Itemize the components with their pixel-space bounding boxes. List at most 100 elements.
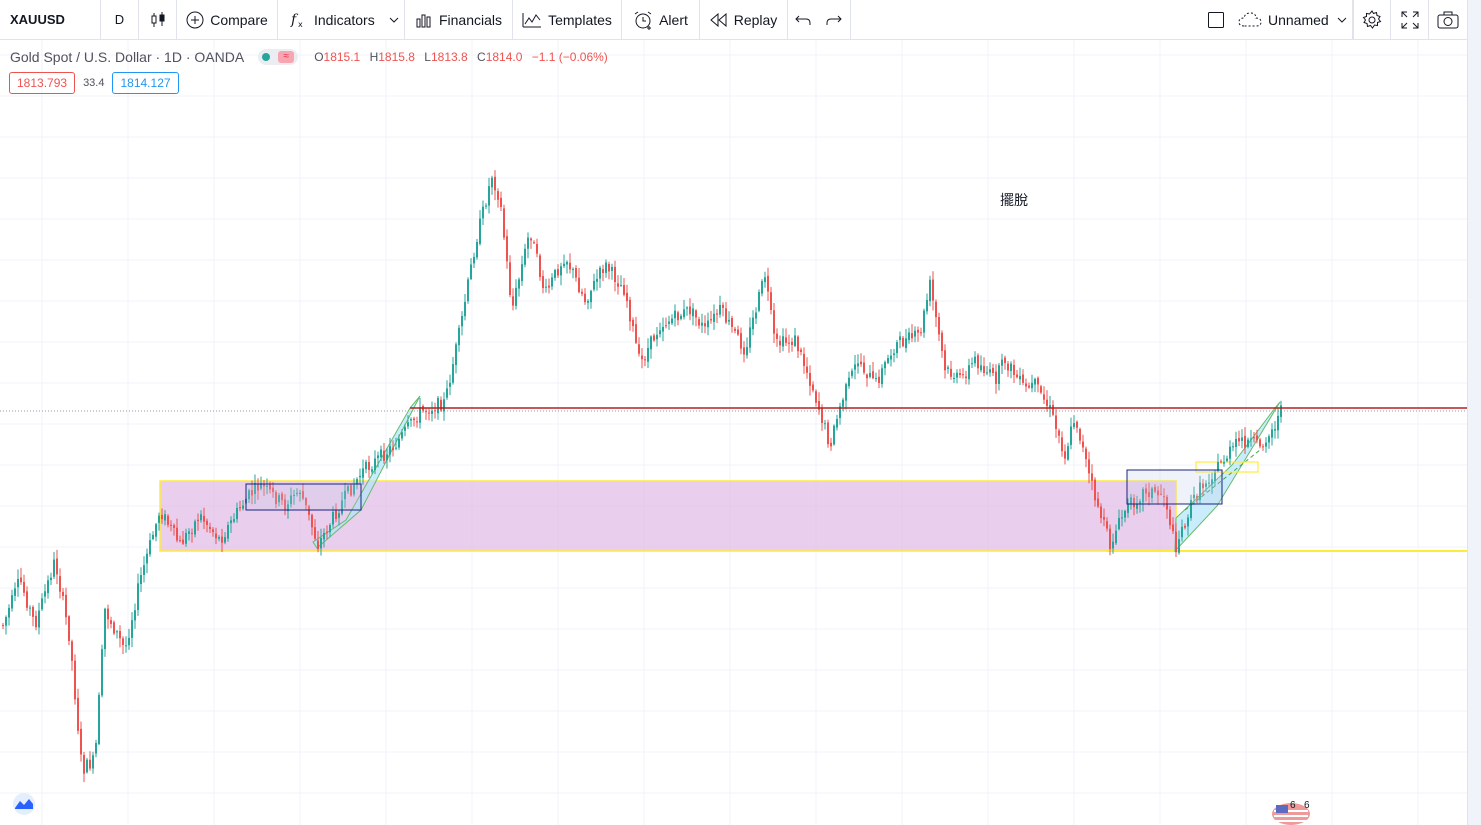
interval-button[interactable]: D	[101, 0, 139, 39]
svg-text:x: x	[298, 20, 303, 29]
candle-body	[221, 536, 223, 543]
candle-body	[1259, 439, 1261, 447]
buy-price-button[interactable]: 1814.127	[112, 72, 179, 94]
candle-body	[1256, 435, 1258, 441]
candle-body	[860, 361, 862, 365]
candle-body	[1106, 521, 1108, 529]
redo-button[interactable]	[818, 0, 851, 39]
candle-body	[1160, 493, 1162, 495]
undo-button[interactable]	[788, 0, 818, 39]
chart-type-button[interactable]	[139, 0, 177, 39]
fullscreen-button[interactable]	[1391, 0, 1429, 39]
interval-label: D	[114, 12, 125, 27]
market-open-dot-icon	[262, 53, 271, 61]
candle-body	[86, 759, 88, 773]
candle-body	[725, 308, 727, 323]
candle-body	[1007, 363, 1009, 371]
candle-body	[875, 378, 877, 380]
layout-select-button[interactable]	[1198, 0, 1234, 39]
replay-button[interactable]: Replay	[700, 0, 788, 39]
candle-body	[719, 304, 721, 315]
candle-body	[515, 287, 517, 306]
candle-body	[1019, 375, 1021, 380]
candle-body	[794, 335, 796, 346]
consolidation-box-left	[245, 483, 362, 511]
candle-body	[122, 638, 124, 645]
candle-body	[134, 610, 136, 621]
candle-body	[32, 607, 34, 617]
candle-body	[503, 208, 505, 238]
candle-body	[869, 373, 871, 377]
candle-body	[218, 537, 220, 539]
candle-body	[1064, 451, 1066, 459]
candle-body	[1148, 492, 1150, 497]
candle-body	[1265, 442, 1267, 447]
candle-body	[689, 306, 691, 315]
save-layout-button[interactable]: Unnamed	[1234, 0, 1353, 39]
candle-body	[317, 540, 319, 550]
candle-body	[1022, 374, 1024, 383]
candle-body	[707, 320, 709, 328]
candle-body	[110, 620, 112, 624]
chevron-down-icon	[1337, 17, 1347, 23]
candle-body	[788, 342, 790, 344]
candle-body	[599, 267, 601, 279]
candle-body	[1202, 483, 1204, 489]
candle-body	[938, 317, 940, 335]
camera-icon	[1437, 11, 1459, 29]
candle-body	[1217, 462, 1219, 471]
candle-body	[920, 332, 922, 334]
candle-body	[1040, 386, 1042, 393]
undo-icon	[795, 14, 811, 26]
candle-body	[863, 362, 865, 373]
settings-button[interactable]	[1353, 0, 1391, 39]
symbol-label: XAUUSD	[10, 12, 65, 27]
candle-body	[119, 631, 121, 639]
candle-body	[161, 514, 163, 520]
price-chart[interactable]	[0, 40, 1467, 825]
market-status-pill[interactable]: ≈	[258, 49, 299, 65]
compare-button[interactable]: Compare	[177, 0, 278, 39]
candle-body	[365, 461, 367, 470]
candle-body	[806, 366, 808, 373]
candle-body	[890, 355, 892, 360]
alert-button[interactable]: Alert	[622, 0, 700, 39]
candle-body	[998, 365, 1000, 384]
candle-body	[1124, 510, 1126, 518]
candle-body	[968, 365, 970, 380]
candle-body	[1028, 385, 1030, 388]
candle-body	[716, 313, 718, 315]
financials-button[interactable]: Financials	[405, 0, 513, 39]
candle-body	[1049, 405, 1051, 408]
candle-body	[1085, 448, 1087, 460]
candle-body	[1190, 499, 1192, 519]
candle-body	[29, 607, 31, 609]
candle-body	[647, 348, 649, 362]
candle-body	[167, 515, 169, 525]
candle-body	[380, 449, 382, 458]
candle-body	[323, 532, 325, 540]
candle-body	[143, 565, 145, 575]
candle-body	[164, 514, 166, 521]
candle-body	[791, 341, 793, 345]
candle-body	[926, 300, 928, 312]
templates-button[interactable]: Templates	[513, 0, 622, 39]
candle-body	[74, 660, 76, 700]
tradingview-logo-icon[interactable]	[10, 792, 38, 816]
consolidation-box-right	[1126, 469, 1223, 505]
price-scale-strip[interactable]	[1467, 0, 1481, 825]
candle-body	[962, 374, 964, 376]
candle-body	[581, 291, 583, 294]
candle-body	[641, 355, 643, 360]
sell-price-button[interactable]: 1813.793	[9, 72, 76, 94]
redo-icon	[826, 14, 842, 26]
symbol-title[interactable]: Gold Spot / U.S. Dollar · 1D · OANDA	[10, 49, 245, 65]
snapshot-button[interactable]	[1429, 0, 1467, 39]
candle-body	[1175, 531, 1177, 553]
candle-body	[392, 447, 394, 451]
candle-body	[668, 321, 670, 324]
chart-text-annotation[interactable]: 擺脫	[1000, 192, 1028, 208]
consolidation-range-zone	[159, 480, 1177, 552]
symbol-search-button[interactable]: XAUUSD	[0, 0, 101, 39]
